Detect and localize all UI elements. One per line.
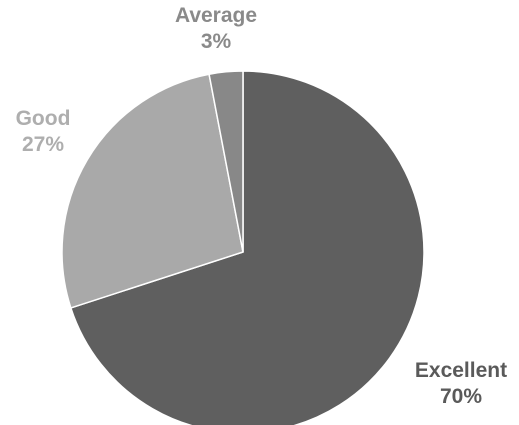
- pie-slice-average: [208, 70, 244, 253]
- pie-slices: [61, 70, 425, 425]
- data-label-percent: 3%: [201, 30, 232, 53]
- data-label-percent: 27%: [22, 133, 64, 156]
- data-label-good: Good 27%: [16, 107, 71, 156]
- data-label-category: Good: [16, 107, 71, 130]
- data-label-category: Excellent: [415, 359, 507, 382]
- data-label-average: Average 3%: [175, 4, 257, 53]
- pie-labels: Excellent 70% Good 27% Average 3%: [16, 4, 508, 408]
- pie-slice-good: [61, 73, 244, 309]
- pie-slice-excellent: [70, 70, 425, 425]
- data-label-excellent: Excellent 70%: [415, 359, 507, 408]
- data-label-percent: 70%: [440, 385, 482, 408]
- data-label-category: Average: [175, 4, 257, 27]
